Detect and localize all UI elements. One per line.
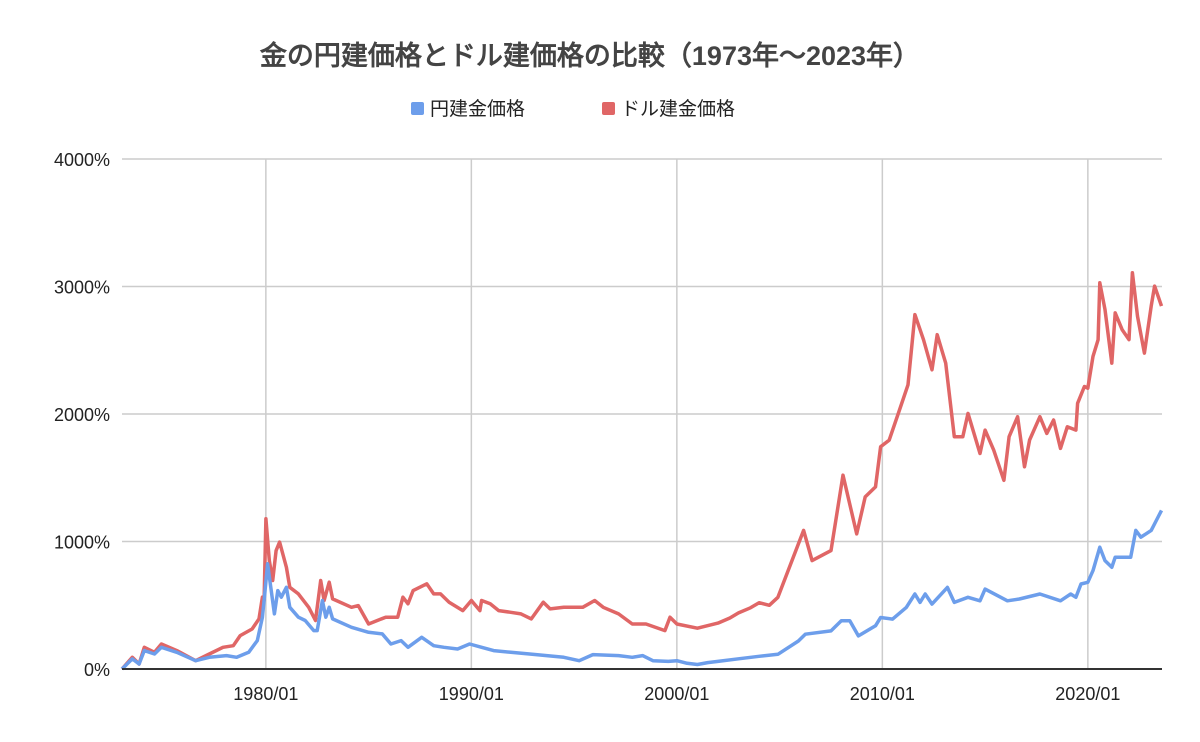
x-tick-label: 2020/01 <box>1055 684 1120 704</box>
y-axis-ticks: 0% 1000% 2000% 3000% 4000% <box>54 150 110 680</box>
gridlines <box>122 158 1162 669</box>
legend-label-jpy: 円建金価格 <box>430 98 525 120</box>
y-tick-label: 2000% <box>54 405 110 425</box>
x-tick-label: 1980/01 <box>233 684 298 704</box>
series-line-jpy <box>120 509 1164 671</box>
y-tick-label: 4000% <box>54 150 110 170</box>
y-tick-label: 0% <box>84 660 110 680</box>
series-lines <box>120 270 1164 671</box>
x-tick-label: 2010/01 <box>850 684 915 704</box>
chart-title: 金の円建価格とドル建価格の比較（1973年〜2023年） <box>259 40 920 71</box>
series-line-usd <box>120 270 1164 671</box>
x-tick-label: 1990/01 <box>439 684 504 704</box>
legend-swatch-jpy <box>411 102 424 115</box>
y-tick-label: 3000% <box>54 278 110 298</box>
legend-label-usd: ドル建金価格 <box>621 98 735 120</box>
y-tick-label: 1000% <box>54 533 110 553</box>
x-tick-label: 2000/01 <box>644 684 709 704</box>
legend: 円建金価格 ドル建金価格 <box>411 98 735 120</box>
x-axis-ticks: 1980/01 1990/01 2000/01 2010/01 2020/01 <box>233 684 1120 704</box>
legend-swatch-usd <box>602 102 615 115</box>
